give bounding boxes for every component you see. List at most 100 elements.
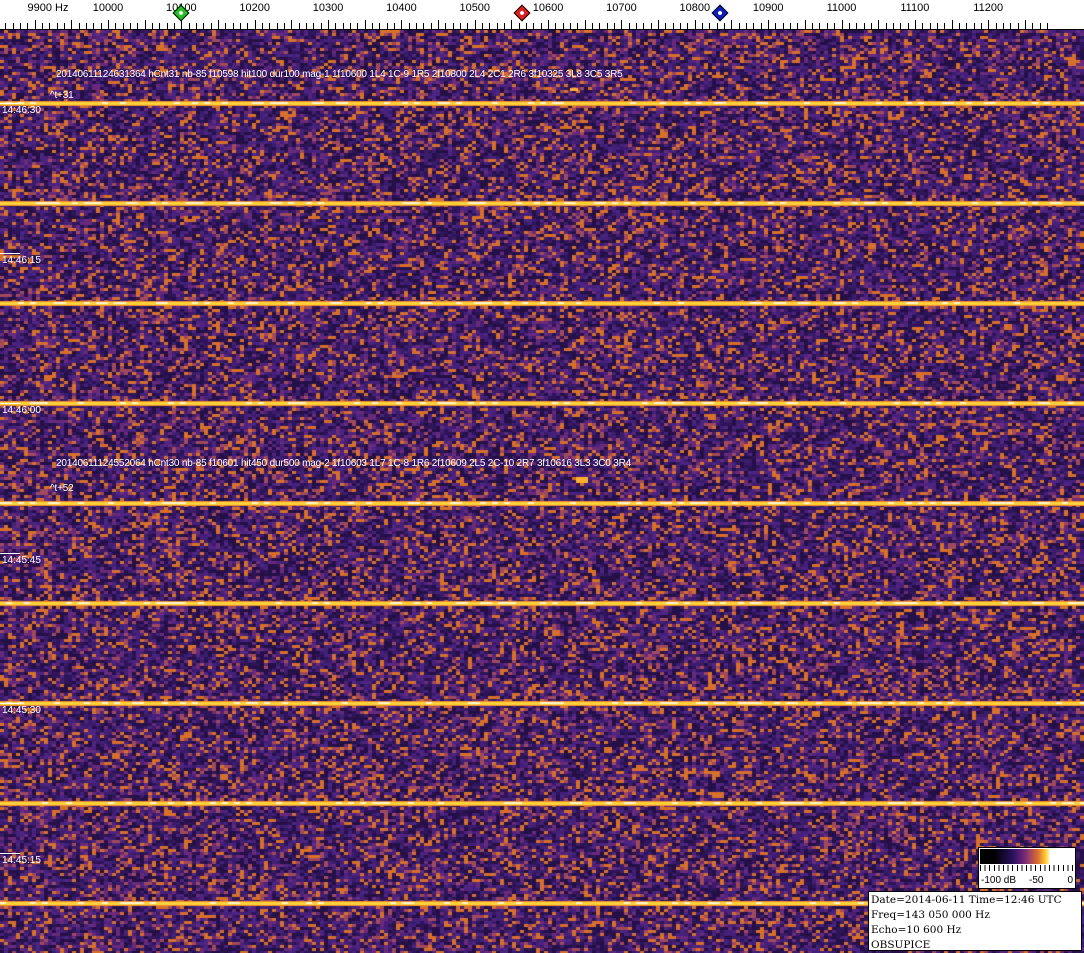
ruler-tick	[702, 23, 703, 29]
ruler-tick	[49, 23, 50, 29]
ruler-tick	[497, 23, 498, 29]
time-tick	[0, 103, 20, 104]
ruler-tick	[1010, 23, 1011, 29]
frequency-label: 11000	[826, 2, 857, 14]
ruler-tick	[746, 23, 747, 29]
scale-max-label: 0	[1067, 875, 1073, 886]
ruler-tick	[343, 23, 344, 29]
ruler-tick	[467, 23, 468, 29]
red-marker-icon[interactable]	[513, 4, 531, 22]
ruler-tick	[93, 23, 94, 29]
ruler-tick	[856, 23, 857, 29]
ruler-tick	[607, 23, 608, 29]
ruler-tick	[614, 23, 615, 29]
scale-ticks	[980, 865, 1074, 871]
ruler-tick	[482, 23, 483, 29]
ruler-tick	[966, 23, 967, 29]
ruler-tick	[952, 20, 953, 29]
ruler-tick	[621, 20, 622, 29]
frequency-label: 10600	[532, 2, 564, 14]
ruler-tick	[409, 23, 410, 29]
ruler-tick	[548, 20, 549, 29]
info-box: Date=2014-06-11 Time=12:46 UTC Freq=143 …	[868, 891, 1082, 951]
info-station: OBSUPICE	[871, 939, 931, 951]
ruler-tick	[585, 20, 586, 29]
ruler-tick	[218, 20, 219, 29]
ruler-tick	[812, 23, 813, 29]
ruler-tick	[299, 23, 300, 29]
ruler-tick	[996, 23, 997, 29]
ruler-tick	[1032, 23, 1033, 29]
frequency-label: 10700	[606, 2, 637, 14]
ruler-tick	[651, 23, 652, 29]
ruler-tick	[827, 23, 828, 29]
frequency-ruler[interactable]: 9900 Hz 10000101001020010300104001050010…	[0, 0, 1084, 30]
ruler-tick	[233, 23, 234, 29]
time-label: 14:46:30	[2, 105, 41, 116]
scale-min-label: -100 dB	[981, 875, 1017, 886]
frequency-label: 11100	[900, 2, 930, 14]
ruler-tick	[944, 23, 945, 29]
ruler-tick	[240, 23, 241, 29]
ruler-tick	[57, 23, 58, 29]
ruler-tick	[196, 23, 197, 29]
ruler-tick	[636, 23, 637, 29]
ruler-tick	[423, 23, 424, 29]
ruler-tick	[225, 23, 226, 29]
ruler-tick	[680, 23, 681, 29]
waterfall-display[interactable]	[0, 30, 1084, 953]
ruler-tick	[401, 20, 402, 29]
ruler-tick	[174, 23, 175, 29]
ruler-tick	[709, 23, 710, 29]
ruler-tick	[167, 23, 168, 29]
ruler-tick	[27, 23, 28, 29]
ruler-tick	[42, 23, 43, 29]
ruler-tick	[981, 23, 982, 29]
ruler-tick	[255, 20, 256, 29]
ruler-tick	[555, 23, 556, 29]
ruler-tick	[115, 23, 116, 29]
ruler-tick	[783, 23, 784, 29]
time-tick	[0, 853, 20, 854]
ruler-tick	[313, 23, 314, 29]
ruler-tick	[431, 23, 432, 29]
ruler-tick	[387, 23, 388, 29]
ruler-tick	[35, 20, 36, 29]
ruler-tick	[159, 23, 160, 29]
time-tick	[0, 403, 20, 404]
frequency-label: 10000	[92, 2, 124, 14]
ruler-tick	[900, 23, 901, 29]
ruler-tick	[753, 23, 754, 29]
ruler-tick	[834, 23, 835, 29]
info-frequency: Freq=143 050 000 Hz	[871, 909, 990, 921]
ruler-tick	[768, 20, 769, 29]
ruler-tick	[533, 23, 534, 29]
ruler-tick	[416, 23, 417, 29]
ruler-tick	[1047, 23, 1048, 29]
ruler-tick	[137, 23, 138, 29]
ruler-tick	[1003, 23, 1004, 29]
ruler-tick	[577, 23, 578, 29]
ruler-tick	[724, 23, 725, 29]
ruler-tick	[350, 23, 351, 29]
ruler-tick	[805, 20, 806, 29]
ruler-tick	[64, 23, 65, 29]
ruler-tick	[599, 23, 600, 29]
frequency-label: 11200	[973, 2, 1004, 14]
ruler-tick	[797, 23, 798, 29]
ruler-tick	[1018, 23, 1019, 29]
ruler-tick	[504, 23, 505, 29]
time-tick	[0, 553, 20, 554]
ruler-tick	[211, 23, 212, 29]
ruler-tick	[658, 20, 659, 29]
ruler-tick	[908, 23, 909, 29]
ruler-tick	[563, 23, 564, 29]
time-label: 14:46:00	[2, 405, 41, 416]
ruler-tick	[277, 23, 278, 29]
ruler-tick	[878, 20, 879, 29]
ruler-tick	[20, 23, 21, 29]
ruler-tick	[731, 20, 732, 29]
frequency-label: 10300	[312, 2, 344, 14]
blue-marker-icon[interactable]	[711, 4, 729, 22]
ruler-tick	[526, 23, 527, 29]
